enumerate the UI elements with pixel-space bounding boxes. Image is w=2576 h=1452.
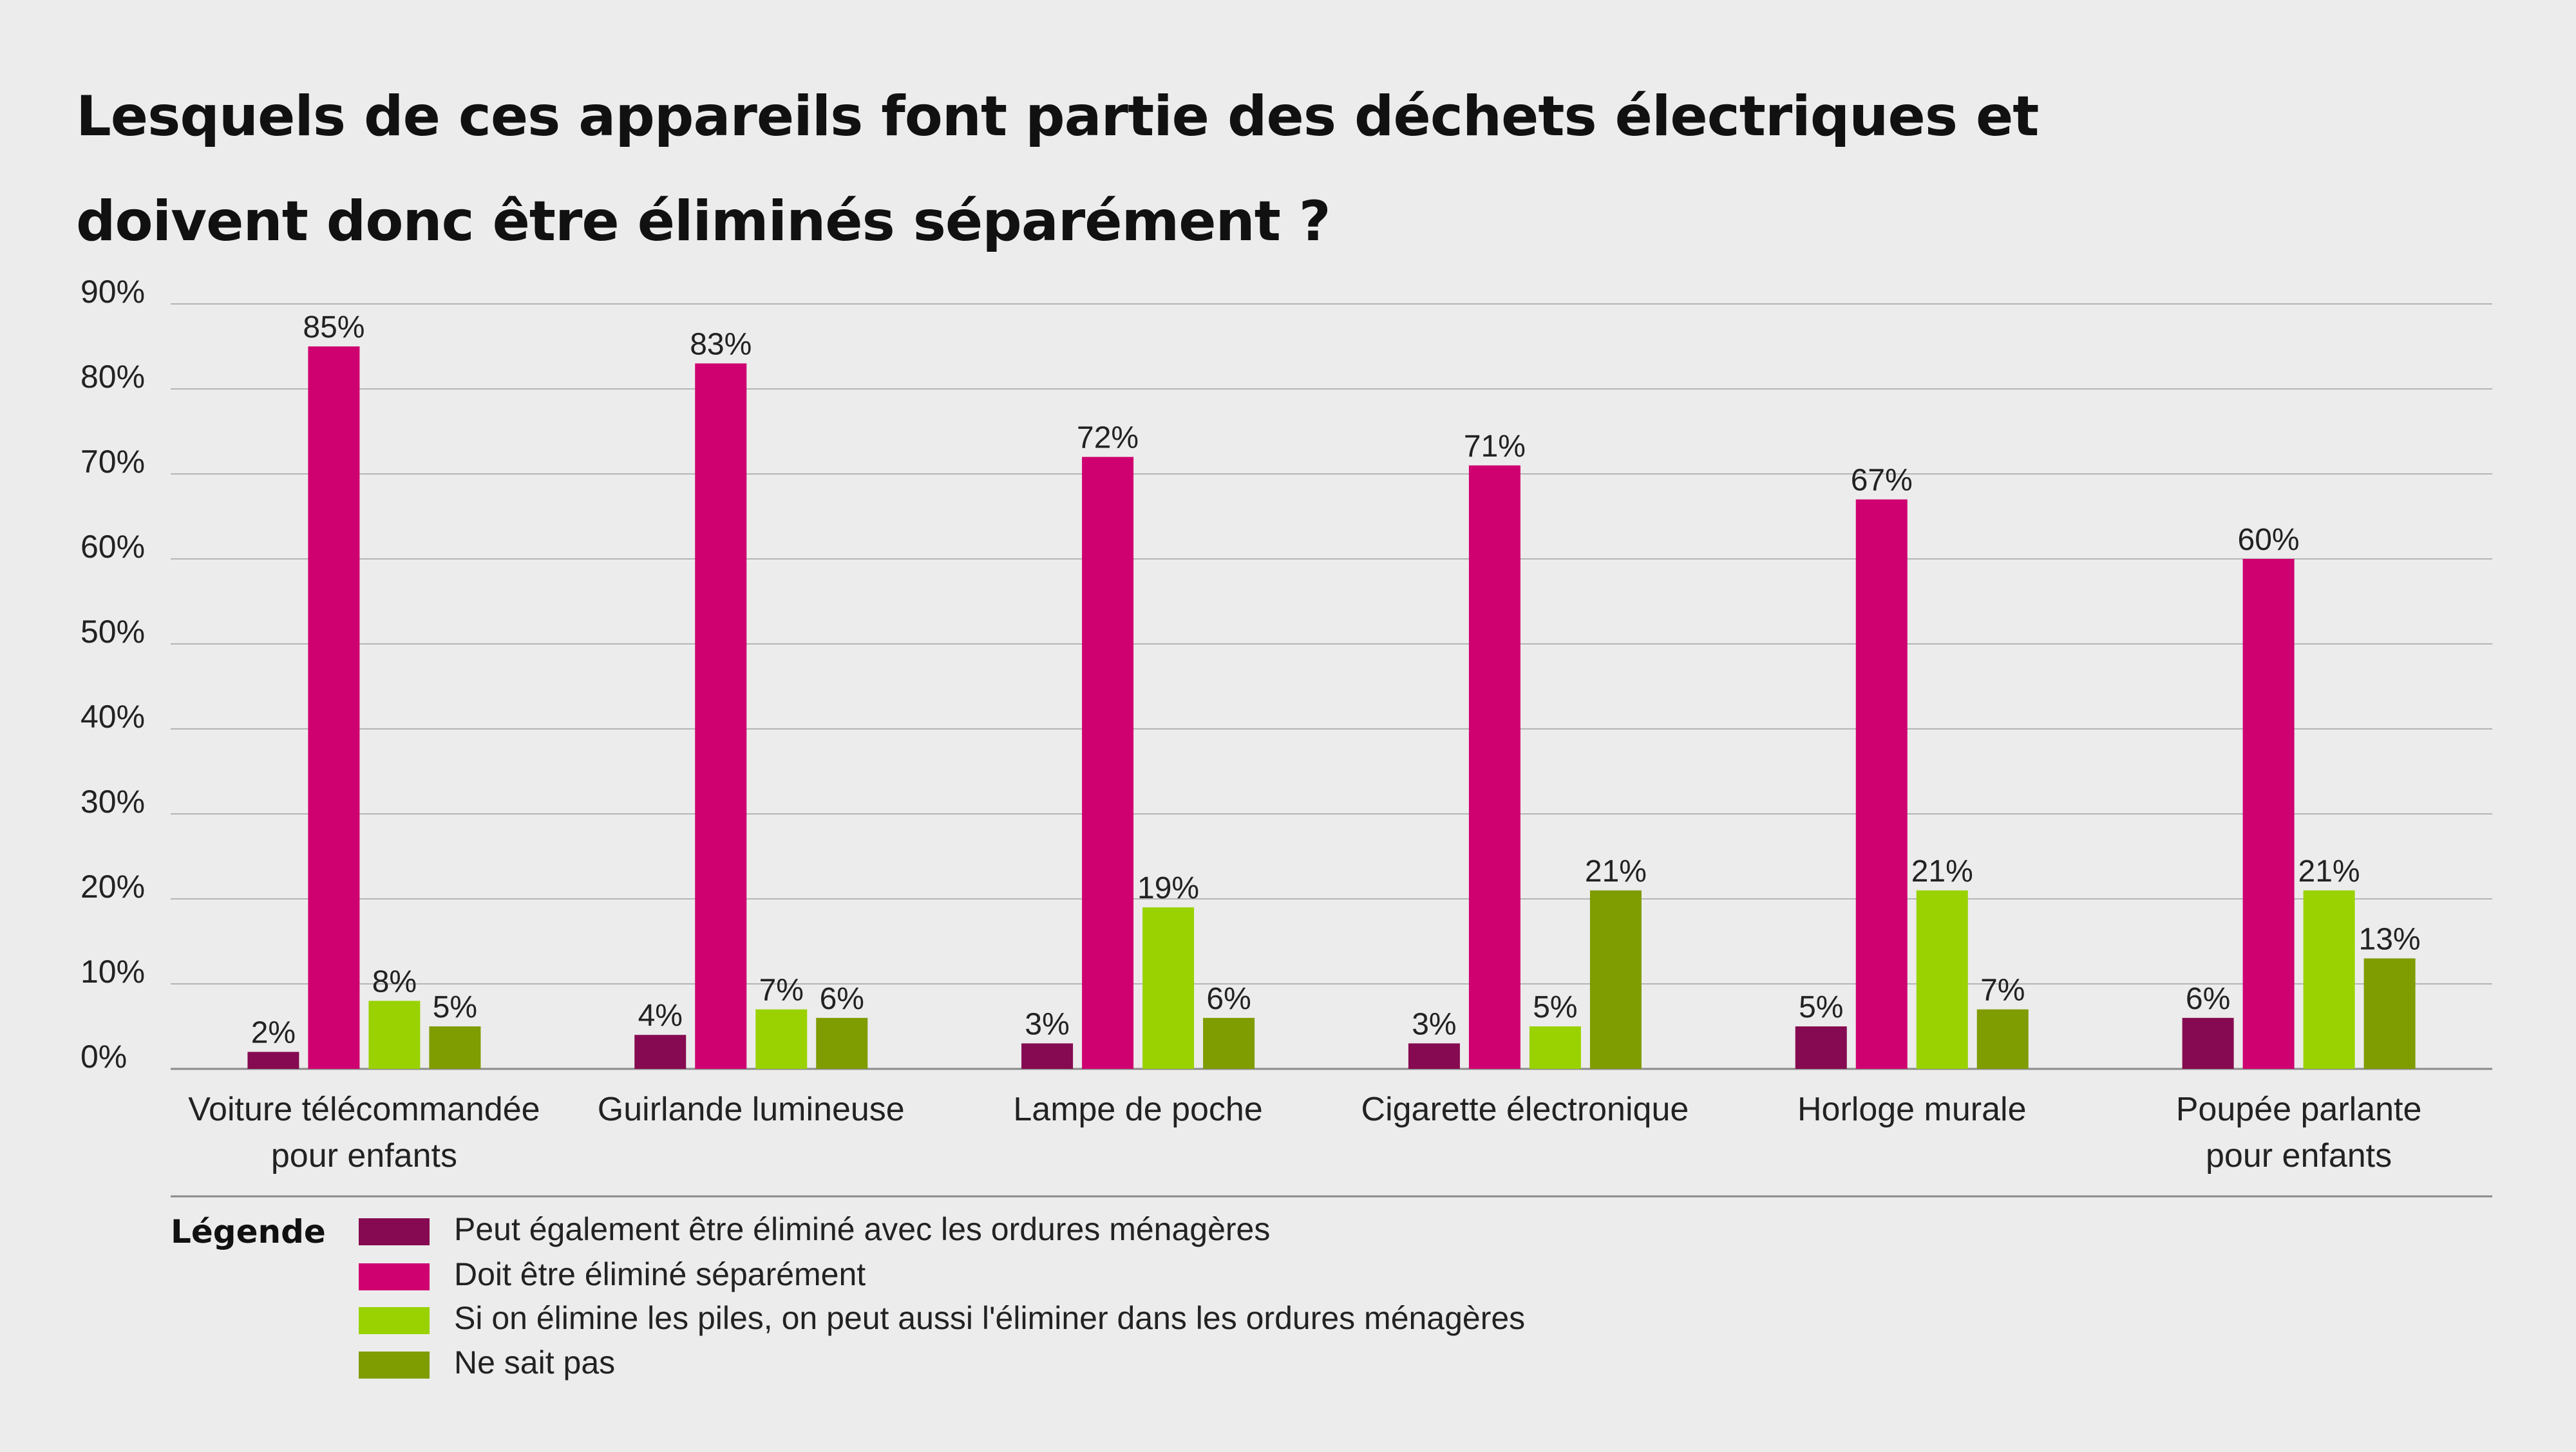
y-tick-label: 60% [80, 529, 145, 565]
data-label: 21% [2298, 854, 2360, 889]
legend-item-label: Doit être éliminé séparément [454, 1256, 866, 1292]
bar [1408, 1043, 1460, 1069]
y-tick-label: 70% [80, 444, 145, 480]
x-axis-labels: Voiture télécommandée pour enfants Guirlan… [188, 1091, 2421, 1174]
data-label: 5% [1533, 990, 1577, 1024]
bar [1468, 465, 1520, 1069]
bar [1082, 457, 1134, 1069]
data-label: 67% [1851, 464, 1913, 498]
x-tick-label: Horloge murale [1797, 1091, 2027, 1128]
data-label: 4% [638, 999, 683, 1033]
legend-swatch [359, 1263, 430, 1290]
chart-title: Lesquels de ces appareils font partie de… [76, 84, 2039, 254]
bar [755, 1009, 808, 1069]
y-tick-label: 20% [80, 869, 145, 905]
data-label: 72% [1077, 421, 1139, 455]
bar [2182, 1017, 2234, 1069]
bar [1589, 890, 1642, 1069]
data-label: 8% [372, 965, 417, 999]
data-label: 60% [2238, 523, 2300, 557]
bar [1021, 1043, 1074, 1069]
bar [2363, 958, 2416, 1069]
legend-title: Légende [171, 1213, 326, 1250]
legend-swatch [359, 1218, 430, 1245]
y-tick-label: 90% [80, 274, 145, 310]
data-label: 5% [1799, 990, 1843, 1024]
x-tick-label: Voiture télécommandée [188, 1091, 540, 1128]
bar [1916, 890, 1968, 1069]
bar [2242, 559, 2295, 1069]
legend-item-label: Si on élimine les piles, on peut aussi l… [454, 1300, 1526, 1336]
data-labels: 2% 85% 8% 5% 4% 83% 7% 6% 3% 72% 19% 6% 3% 71% 5% 21% 5%… [251, 310, 2421, 1050]
data-label: 6% [820, 982, 864, 1016]
legend-item-label: Ne sait pas [454, 1344, 616, 1381]
bar [368, 1001, 421, 1069]
bar [634, 1035, 687, 1069]
data-label: 85% [303, 310, 365, 344]
x-tick-label: pour enfants [2206, 1137, 2392, 1174]
legend-item-label: Peut également être éliminé avec les ord… [454, 1211, 1271, 1247]
y-tick-label: 40% [80, 699, 145, 735]
grid-lines [171, 303, 2492, 1070]
data-label: 5% [433, 990, 477, 1024]
bar [1795, 1026, 1847, 1069]
data-label: 19% [1137, 871, 1199, 905]
bar [1142, 907, 1195, 1069]
data-label: 2% [251, 1016, 296, 1050]
x-tick-label: Cigarette électronique [1361, 1091, 1689, 1128]
data-label: 3% [1025, 1007, 1069, 1041]
bar [2303, 890, 2355, 1069]
y-tick-label: 10% [80, 954, 145, 990]
y-tick-label: 80% [80, 359, 145, 395]
bar [695, 363, 747, 1069]
bar [429, 1026, 481, 1069]
data-label: 21% [1585, 854, 1647, 889]
y-tick-label: 50% [80, 614, 145, 650]
y-tick-label: 0% [80, 1039, 127, 1075]
bar [816, 1017, 868, 1069]
data-label: 3% [1412, 1007, 1456, 1041]
bar [1203, 1017, 1255, 1069]
x-tick-label: Lampe de poche [1013, 1091, 1262, 1128]
x-tick-label: Guirlande lumineuse [598, 1091, 905, 1128]
y-axis-ticks: 0% 10% 20% 30% 40% 50% 60% 70% 80% 90% [80, 274, 145, 1075]
data-label: 6% [2186, 982, 2230, 1016]
y-tick-label: 30% [80, 784, 145, 820]
data-label: 71% [1464, 429, 1526, 464]
bar [1976, 1009, 2029, 1069]
data-label: 83% [690, 327, 752, 361]
data-label: 7% [1980, 974, 2025, 1008]
data-label: 13% [2359, 922, 2421, 956]
bar [308, 346, 360, 1069]
data-label: 6% [1206, 982, 1251, 1016]
bar [1529, 1026, 1581, 1069]
legend-swatch [359, 1307, 430, 1334]
x-tick-label: pour enfants [271, 1137, 457, 1174]
legend-swatch [359, 1352, 430, 1379]
data-label: 7% [759, 974, 804, 1008]
bar [247, 1051, 299, 1069]
data-label: 21% [1911, 854, 1973, 889]
bars [247, 346, 2416, 1069]
bar [1855, 499, 1908, 1069]
x-tick-label: Poupée parlante [2176, 1091, 2422, 1128]
